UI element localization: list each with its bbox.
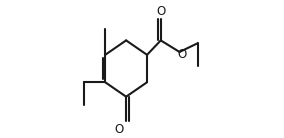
- Text: O: O: [114, 123, 124, 136]
- Text: O: O: [178, 48, 187, 61]
- Text: O: O: [156, 5, 165, 18]
